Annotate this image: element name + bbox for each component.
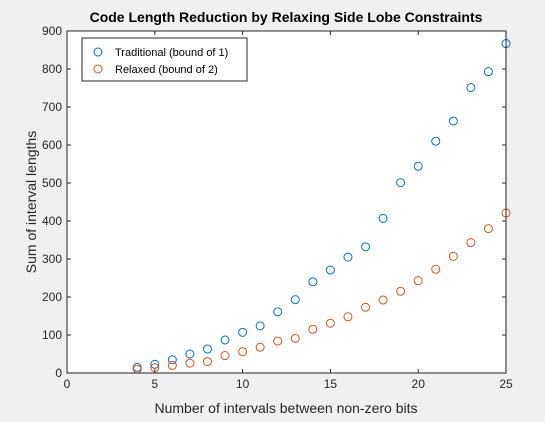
chart-title: Code Length Reduction by Relaxing Side L… (90, 9, 483, 25)
y-tick-label: 700 (42, 100, 62, 114)
data-point (308, 324, 318, 334)
data-point (290, 333, 300, 343)
data-point (448, 116, 458, 126)
legend-label-traditional: Traditional (bound of 1) (115, 47, 228, 59)
data-point (466, 83, 476, 93)
data-point (238, 347, 248, 357)
x-tick-label: 10 (236, 377, 250, 391)
data-point (150, 363, 160, 373)
x-tick-label: 0 (64, 377, 71, 391)
y-tick-label: 500 (42, 176, 62, 190)
data-point (325, 265, 335, 275)
legend-marker-traditional (93, 47, 103, 57)
y-tick-label: 900 (42, 24, 62, 38)
data-point (343, 252, 353, 262)
legend-marker-relaxed (93, 64, 103, 74)
data-point (431, 136, 441, 146)
data-point (202, 344, 212, 354)
data-point (413, 276, 423, 286)
data-point (396, 286, 406, 296)
y-tick-label: 300 (42, 252, 62, 266)
legend: Traditional (bound of 1) Relaxed (bound … (81, 37, 248, 82)
x-tick-label: 5 (151, 377, 158, 391)
y-tick-label: 600 (42, 138, 62, 152)
legend-box (81, 37, 248, 82)
x-tick-label: 25 (499, 377, 513, 391)
legend-label-relaxed: Relaxed (bound of 2) (115, 64, 218, 76)
y-axis-ticks: 0 100 200 300 400 500 600 700 800 900 (42, 24, 506, 380)
data-point (238, 327, 248, 337)
data-point (273, 336, 283, 346)
data-point (255, 342, 265, 352)
plot-area (67, 31, 506, 373)
data-point (483, 224, 493, 234)
data-point (361, 242, 371, 252)
data-point (396, 178, 406, 188)
x-tick-label: 15 (324, 377, 338, 391)
data-point (483, 67, 493, 77)
x-tick-label: 20 (412, 377, 426, 391)
data-point (361, 302, 371, 312)
data-point (378, 213, 388, 223)
y-axis-title: Sum of interval lengths (23, 131, 39, 273)
x-axis-title: Number of intervals between non-zero bit… (154, 400, 417, 416)
data-point (185, 358, 195, 368)
y-tick-label: 0 (55, 366, 62, 380)
y-tick-label: 800 (42, 62, 62, 76)
data-point (290, 295, 300, 305)
data-point (466, 238, 476, 248)
x-axis-ticks: 0 5 10 15 20 25 (64, 31, 513, 391)
data-point (343, 312, 353, 322)
data-point (273, 307, 283, 317)
data-point (167, 355, 177, 365)
data-point (185, 349, 195, 359)
data-point (167, 360, 177, 370)
data-point (150, 359, 160, 369)
data-point (448, 251, 458, 261)
data-point (431, 264, 441, 274)
y-tick-label: 400 (42, 214, 62, 228)
series-relaxed (132, 208, 511, 374)
data-point (220, 351, 230, 361)
data-point (378, 295, 388, 305)
data-point (202, 357, 212, 367)
data-point (255, 321, 265, 331)
data-point (220, 335, 230, 345)
y-tick-label: 100 (42, 328, 62, 342)
y-tick-label: 200 (42, 290, 62, 304)
data-point (413, 161, 423, 171)
data-point (325, 318, 335, 328)
axes-box (66, 30, 507, 374)
data-point (308, 277, 318, 287)
